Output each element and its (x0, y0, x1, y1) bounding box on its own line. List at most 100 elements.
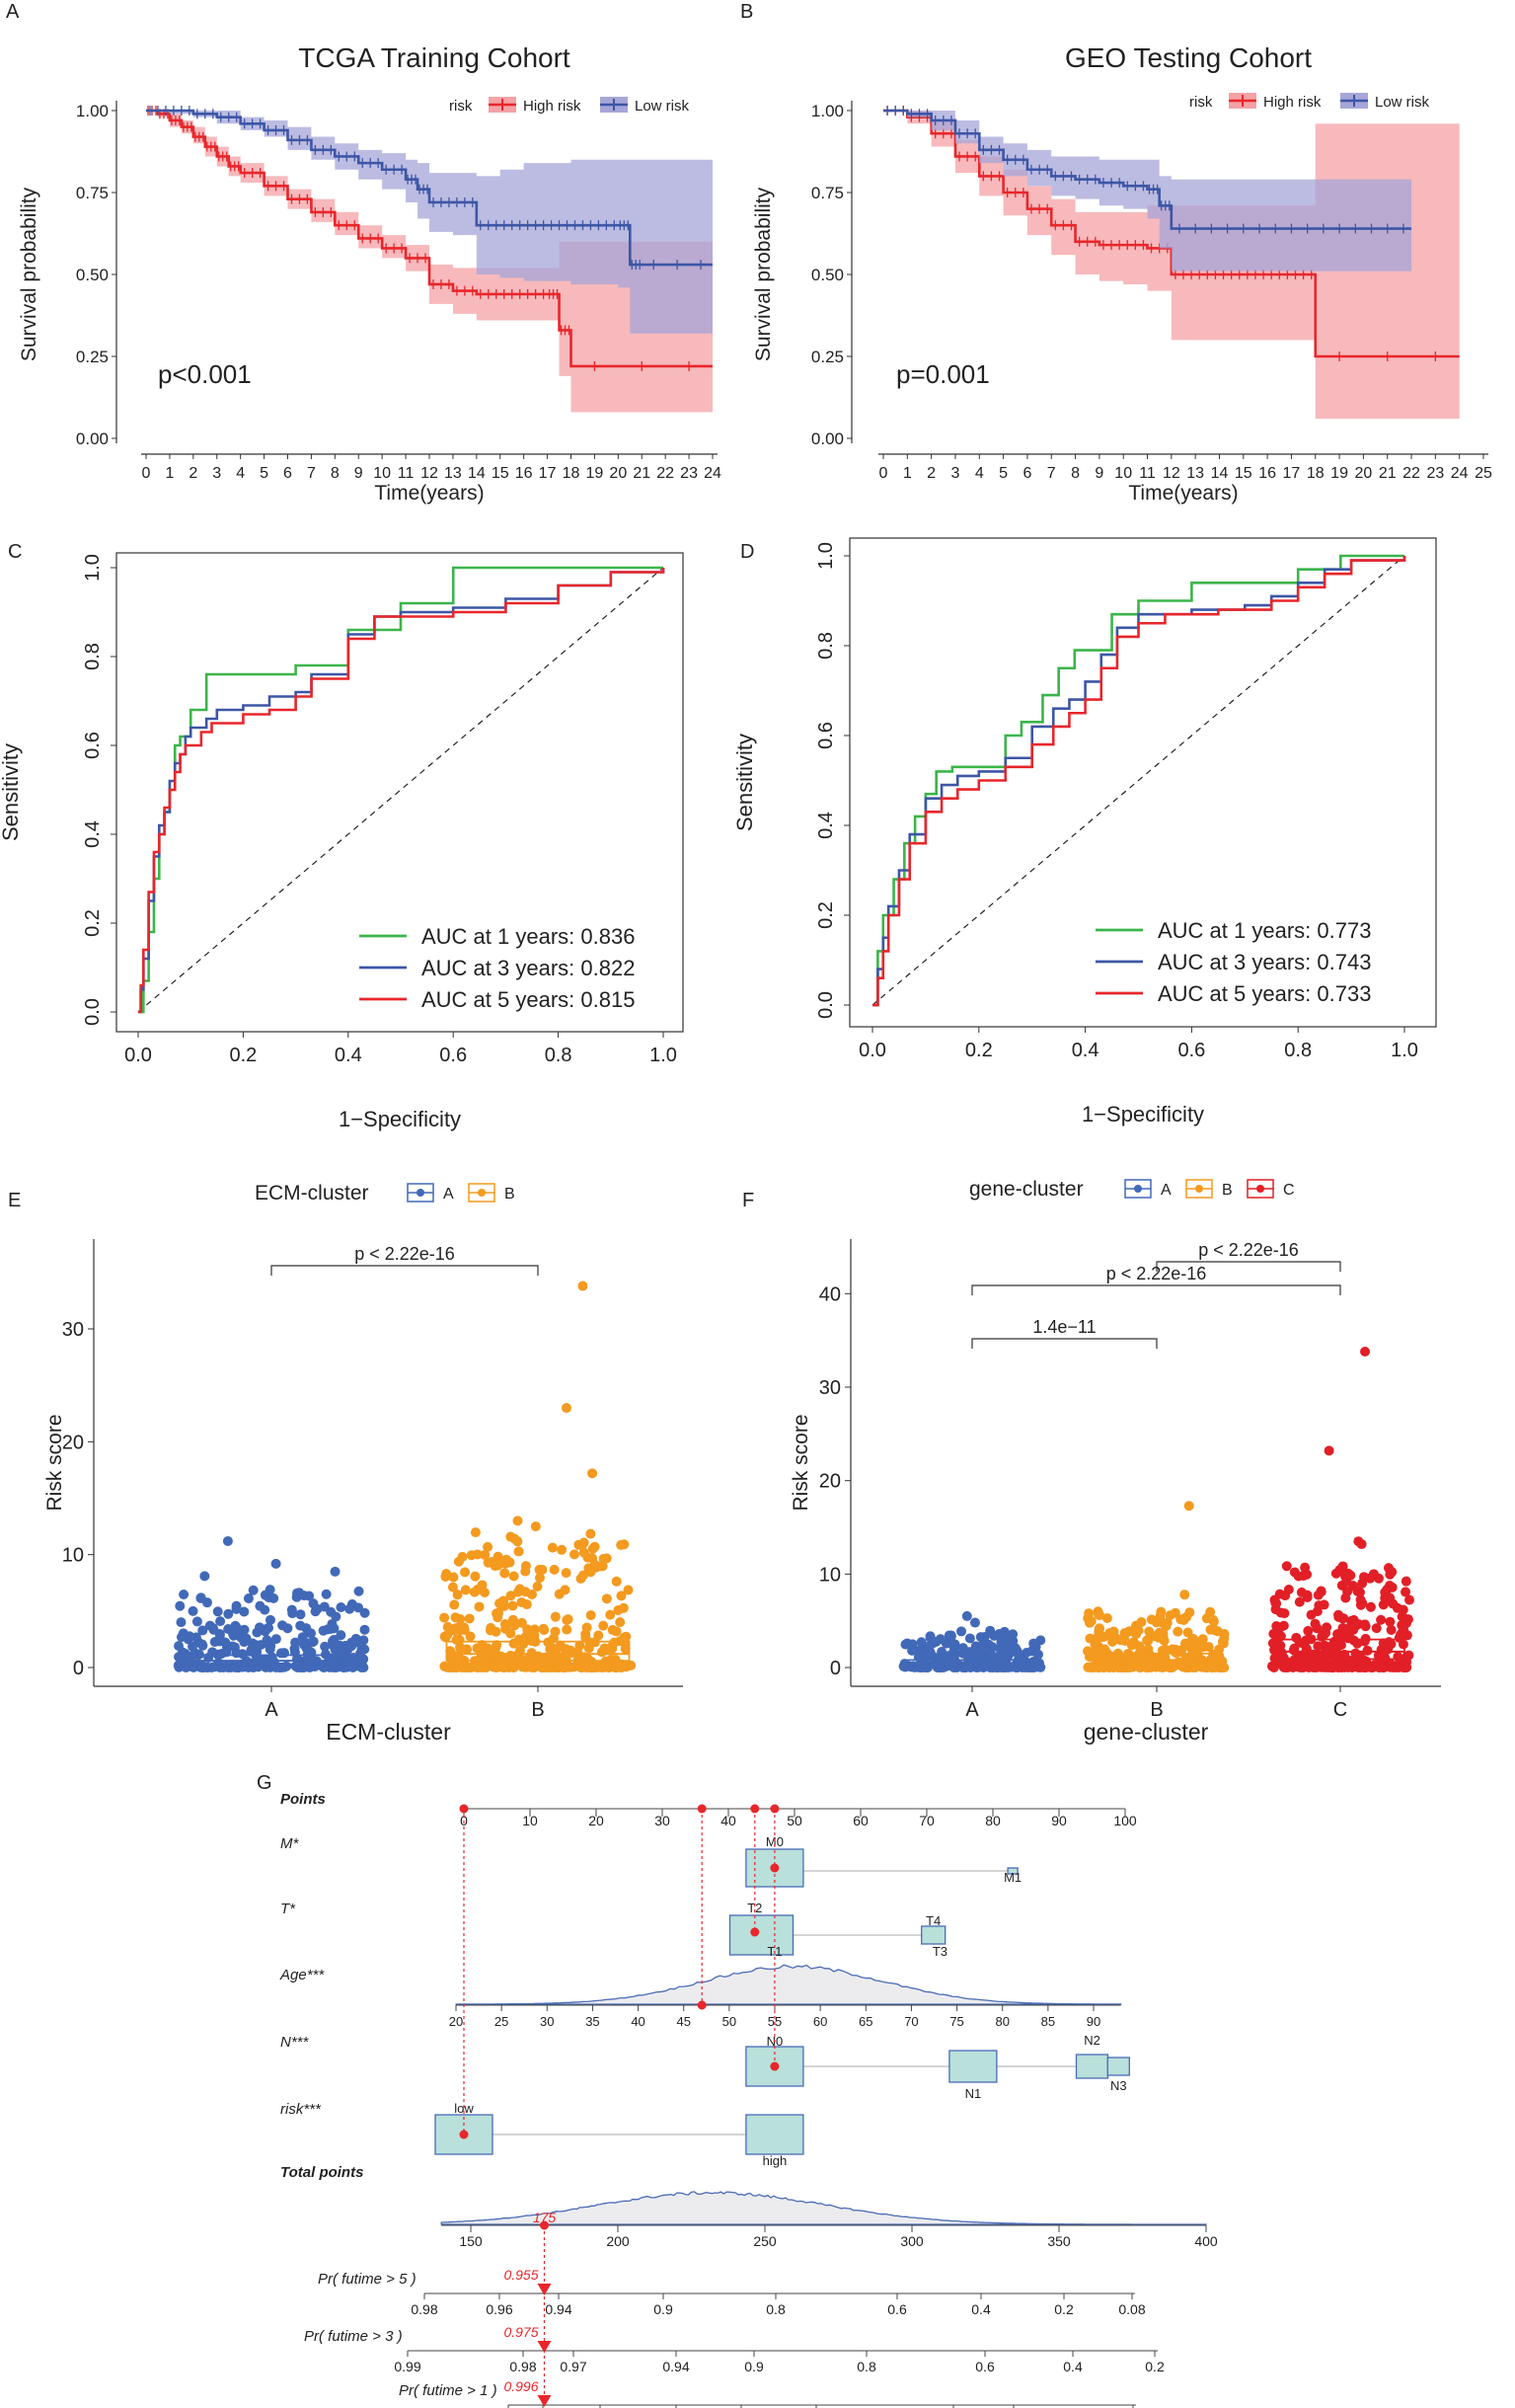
x-tick-label: 4 (975, 465, 984, 482)
outlier-point-b (587, 1468, 598, 1479)
data-point-c (1355, 1656, 1366, 1667)
data-point-a (179, 1590, 189, 1600)
data-point-b (606, 1654, 617, 1665)
data-point-b (599, 1643, 610, 1654)
probability-tick-label: 0.97 (560, 2359, 586, 2374)
selected-value-marker (697, 1804, 707, 1814)
data-point-b (1151, 1654, 1162, 1665)
survival-curve-low-risk (146, 109, 713, 267)
x-tick-label: 0.0 (124, 1045, 152, 1066)
data-point-b (1114, 1635, 1125, 1646)
x-tick-label: 17 (539, 465, 557, 482)
y-tick-label: 20 (62, 1432, 84, 1453)
data-point-b (561, 1568, 571, 1579)
data-point-c (1365, 1601, 1376, 1612)
data-point-b (1179, 1638, 1190, 1649)
legend-title: risk (1189, 94, 1213, 111)
x-tick-label: 19 (586, 465, 604, 482)
nomogram-box-t (728, 1914, 795, 1956)
x-tick-label: C (1333, 1699, 1347, 1721)
data-point-b (520, 1587, 531, 1597)
data-point-a (195, 1592, 206, 1603)
x-tick-label: 11 (398, 465, 415, 482)
data-point-b (607, 1643, 618, 1654)
roc-curve-5yr (872, 556, 1406, 1007)
data-point-a (985, 1646, 996, 1657)
comparison-bracket (971, 1338, 1158, 1349)
data-point-c (1371, 1623, 1382, 1634)
data-point-c (1386, 1624, 1397, 1635)
data-point-b (1173, 1626, 1183, 1637)
panel-letter-d: D (740, 541, 754, 563)
age-axis-tick-label: 30 (540, 2014, 554, 2029)
level-label-high: high (763, 2153, 788, 2168)
data-point-a (289, 1643, 300, 1654)
probability-tick-label: 0.8 (857, 2359, 876, 2374)
x-axis-title: gene-cluster (1084, 1719, 1209, 1745)
data-point-a (263, 1622, 273, 1633)
comparison-label: p < 2.22e-16 (1198, 1240, 1299, 1260)
data-point-c (1343, 1633, 1354, 1644)
data-point-c (1312, 1606, 1323, 1617)
data-point-b (489, 1662, 499, 1672)
data-point-b (613, 1605, 624, 1616)
data-point-a (239, 1606, 250, 1617)
data-point-b (550, 1611, 561, 1622)
data-point-a (188, 1641, 198, 1652)
probability-tick-label: 0.08 (1118, 2301, 1145, 2317)
data-point-c (1323, 1642, 1333, 1653)
x-tick-label: 15 (1235, 465, 1252, 482)
data-point-c (1378, 1599, 1389, 1610)
level-label-t3: T3 (933, 1944, 947, 1959)
x-tick-label: 0.6 (1177, 1040, 1205, 1061)
data-point-b (626, 1660, 637, 1670)
x-tick-label: 5 (260, 465, 268, 482)
probability-tick-label: 0.4 (1063, 2359, 1083, 2374)
data-point-b (521, 1599, 532, 1610)
y-tick-label: 0.6 (82, 732, 104, 759)
survival-curve-high-risk (146, 109, 713, 368)
data-point-a (1008, 1629, 1019, 1640)
x-tick-label: 1.0 (649, 1045, 677, 1066)
data-point-b (505, 1650, 516, 1661)
age-axis-tick-label: 70 (904, 2014, 918, 2029)
y-tick-label: 30 (62, 1319, 84, 1341)
data-point-b (501, 1554, 512, 1565)
data-point-b (1087, 1662, 1098, 1672)
comparison-bracket (971, 1284, 1341, 1295)
data-point-c (1385, 1616, 1396, 1627)
x-axis-title: Time(years) (374, 482, 484, 505)
data-point-c (1289, 1567, 1300, 1578)
data-point-a (291, 1588, 302, 1598)
data-point-a (359, 1624, 370, 1635)
data-point-c (1268, 1662, 1279, 1672)
data-point-a (924, 1641, 935, 1652)
data-point-b (512, 1587, 523, 1597)
data-point-c (1294, 1596, 1305, 1607)
panel-letter-g: G (257, 1772, 272, 1794)
data-point-a (223, 1608, 234, 1619)
data-point-b (1179, 1612, 1190, 1623)
level-label-t4: T4 (926, 1913, 941, 1928)
data-point-c (1337, 1561, 1348, 1572)
data-point-a (279, 1648, 290, 1659)
data-point-b (616, 1591, 627, 1601)
data-point-a (248, 1585, 259, 1595)
probability-marker-triangle (537, 2284, 552, 2295)
level-label-low: low (454, 2101, 474, 2116)
data-point-a (277, 1620, 288, 1631)
total-points-tick-label: 150 (459, 2233, 483, 2249)
data-point-b (1212, 1626, 1223, 1637)
y-tick-label: 0.6 (815, 722, 837, 749)
data-point-b (453, 1556, 464, 1567)
data-point-b (598, 1553, 609, 1564)
data-point-b (498, 1595, 509, 1606)
data-point-c (1337, 1613, 1348, 1624)
y-tick-label: 0.50 (76, 266, 109, 284)
points-axis-tick-label: 50 (787, 1813, 802, 1828)
age-axis-tick-label: 45 (676, 2014, 690, 2029)
data-point-b (1142, 1662, 1153, 1672)
reference-diagonal (871, 555, 1405, 1006)
data-point-c (1283, 1584, 1294, 1594)
data-point-b (1134, 1641, 1145, 1652)
